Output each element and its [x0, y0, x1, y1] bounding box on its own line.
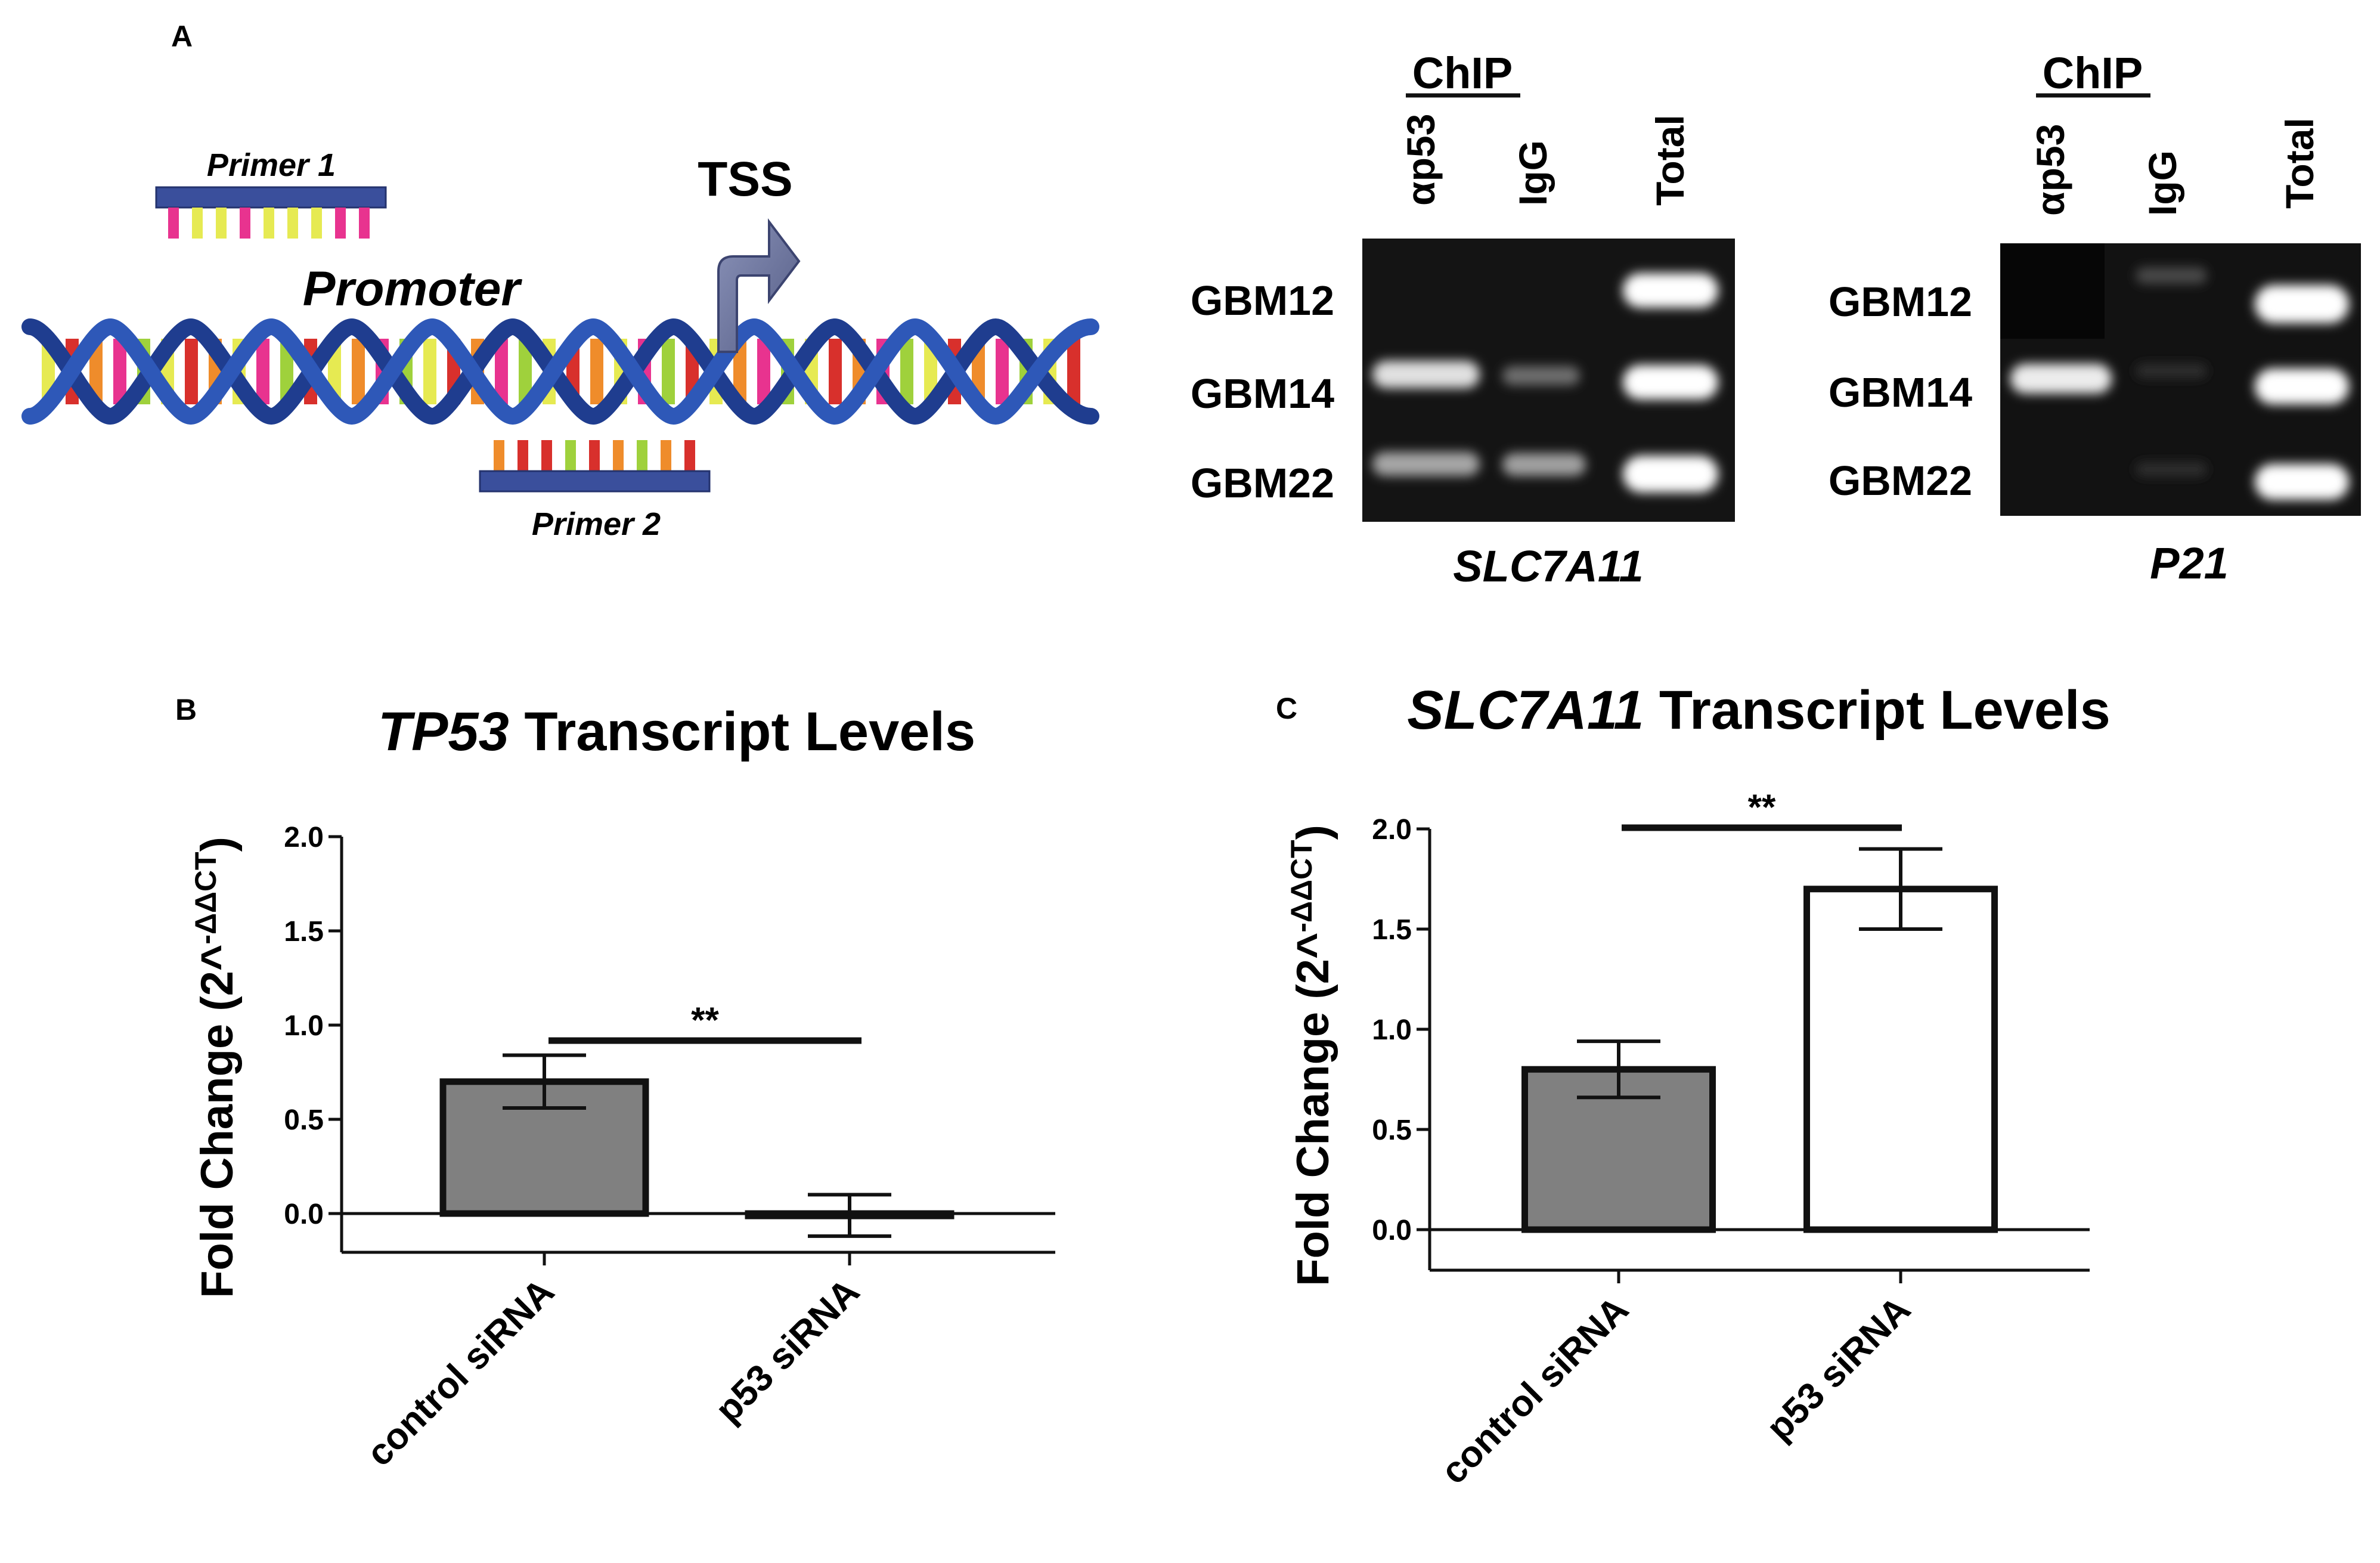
chart-b-bar — [439, 1078, 649, 1217]
promoter-label: Promoter — [303, 262, 523, 316]
gel-band — [2010, 364, 2112, 394]
dna-strand-front — [21, 318, 1099, 425]
gel-band — [1502, 453, 1586, 476]
gel1-header: ChIP — [1412, 48, 1513, 98]
primer2-label: Primer 2 — [532, 506, 661, 542]
promoter-diagram: Primer 1 — [21, 147, 1099, 542]
chart-c-bar — [1803, 886, 1998, 1233]
chart-b-title: TP53 Transcript Levels — [378, 701, 975, 762]
gel2-row-label: GBM12 — [1829, 278, 1972, 325]
chart-c-title: SLC7A11 Transcript Levels — [1407, 680, 2110, 741]
chart-b-y-tick-label: 1.5 — [284, 916, 324, 948]
chart-b-x-tick-label: p53 siRNA — [708, 1271, 867, 1431]
gel1-caption: SLC7A11 — [1453, 541, 1643, 591]
gel-band — [2136, 462, 2207, 476]
chart-c-y-tick-label: 1.5 — [1372, 914, 1412, 946]
gel1-row-label: GBM22 — [1191, 460, 1334, 506]
panel-label-b: B — [175, 693, 197, 726]
dna-helix — [21, 318, 1099, 425]
gel2-header: ChIP — [2043, 48, 2143, 98]
gel2-caption: P21 — [2150, 538, 2229, 588]
gel1-row-label: GBM14 — [1191, 370, 1334, 417]
chart-c-y-tick-label: 0.0 — [1372, 1215, 1412, 1246]
panel-label-a: A — [171, 20, 193, 53]
primer1-bar — [155, 186, 387, 209]
gel-band — [2255, 285, 2349, 323]
gel2-dark-corner — [2000, 243, 2105, 339]
chart-b-y-tick-label: 1.0 — [284, 1010, 324, 1042]
gel-band — [1372, 452, 1480, 476]
gel1-lane-label: Total — [1648, 114, 1692, 206]
chart-c-y-tick-label: 2.0 — [1372, 814, 1412, 846]
gel-band — [1623, 456, 1718, 493]
chart-c-y-tick-label: 0.5 — [1372, 1115, 1412, 1146]
chart-b-y-tick-label: 0.0 — [284, 1199, 324, 1230]
chart-b-significance-stars: ** — [691, 1000, 719, 1040]
tss-arrow-icon — [717, 218, 801, 353]
gel2-row-label: GBM22 — [1829, 457, 1972, 504]
gel2-lane-label: Total — [2277, 117, 2322, 209]
gel2-row-label: GBM14 — [1829, 369, 1972, 416]
gel-band — [2255, 464, 2349, 500]
tss-label: TSS — [698, 152, 792, 206]
gel-band — [2136, 267, 2207, 284]
primer2-bar — [479, 470, 711, 493]
chart-c-x-tick-label: p53 siRNA — [1759, 1289, 1919, 1449]
gel-slc7a11: ChIP αp53 IgG Total GBM12 GBM14 GBM22 SL… — [1191, 48, 1735, 591]
panel-label-c: C — [1276, 692, 1297, 725]
chart-b: 2.0 1.5 1.0 0.5 0.0 Fold Change (2^-ΔΔCT) cont… — [189, 822, 1055, 1474]
gel-band — [1623, 273, 1718, 308]
chart-c-x-tick-label: control siRNA — [1433, 1289, 1637, 1492]
primer2-bases — [494, 440, 695, 471]
chart-b-y-tick-label: 0.5 — [284, 1104, 324, 1136]
chart-c: 2.0 1.5 1.0 0.5 0.0 Fold Change (2^-ΔΔCT) cont… — [1285, 787, 2090, 1492]
gel-band — [2136, 364, 2207, 378]
gel-p21: ChIP αp53 IgG Total GBM12 GBM14 GBM22 P2… — [1829, 48, 2361, 588]
chart-b-y-label: Fold Change (2^-ΔΔCT) — [189, 837, 243, 1298]
chart-b-x-tick-label: control siRNA — [359, 1271, 562, 1474]
gel-band — [1623, 365, 1718, 400]
primer1-label: Primer 1 — [207, 147, 336, 183]
gel2-lane-label: IgG — [2140, 150, 2184, 216]
chart-c-significance-stars: ** — [1748, 787, 1776, 827]
chart-c-y-label: Fold Change (2^-ΔΔCT) — [1285, 825, 1338, 1286]
gel-band — [1502, 366, 1580, 385]
gel1-row-label: GBM12 — [1191, 277, 1334, 324]
chart-b-y-tick-label: 2.0 — [284, 822, 324, 853]
gel2-lane-label: αp53 — [2028, 124, 2072, 216]
chart-c-y-tick-label: 1.0 — [1372, 1014, 1412, 1046]
gel1-lane-label: IgG — [1511, 140, 1555, 206]
primer1-bases — [168, 208, 370, 239]
gel-band — [2255, 369, 2349, 404]
gel1-lane-label: αp53 — [1399, 114, 1443, 206]
gel-band — [1372, 361, 1480, 388]
